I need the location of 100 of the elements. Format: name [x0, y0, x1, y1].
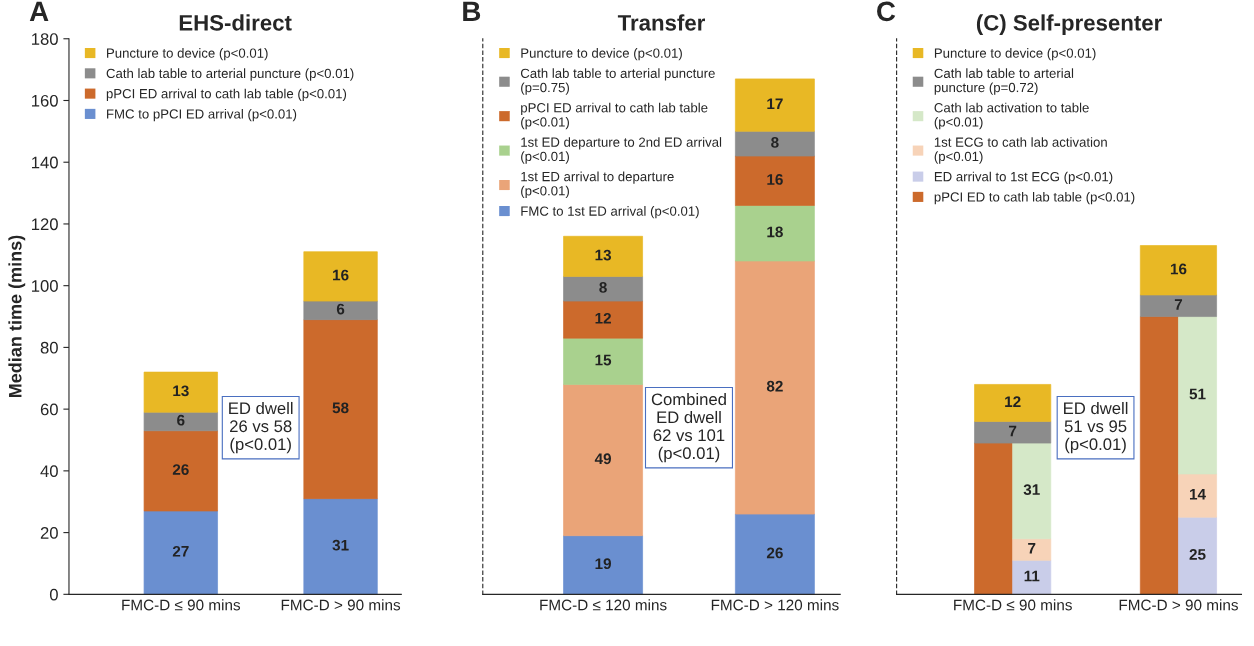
y-tick-label: 100 — [32, 280, 58, 292]
y-tick-label: 80 — [40, 341, 58, 354]
legend-label: Cath lab activation to table (p<0.01) — [934, 102, 1089, 130]
data-label: 8 — [599, 282, 607, 293]
bar — [563, 300, 643, 339]
bar — [1012, 560, 1052, 595]
y-tick-label: 40 — [40, 465, 58, 478]
bar — [1012, 442, 1052, 540]
data-label: 7 — [1174, 299, 1183, 310]
bar — [143, 371, 218, 413]
data-label: 17 — [767, 98, 783, 110]
x-tick-label: FMC-D ≤ 90 mins — [954, 599, 1072, 611]
data-label: 31 — [1023, 484, 1040, 496]
legend-label: Puncture to device (p<0.01) — [934, 48, 1096, 61]
chart-title: EHS-direct — [179, 14, 292, 31]
text: C — [877, 1, 896, 22]
data-label: 19 — [595, 558, 611, 570]
bar — [303, 251, 378, 302]
y-tick-label: 160 — [32, 94, 58, 107]
y-tick-label: 0 — [49, 588, 58, 601]
data-label: 8 — [771, 136, 779, 148]
bar — [143, 510, 218, 595]
chart-title: (C) Self-presenter — [976, 14, 1162, 36]
legend-label: Puncture to device (p<0.01) — [107, 48, 268, 61]
text: B — [463, 1, 481, 21]
data-label: 14 — [1189, 488, 1206, 500]
data-label: 31 — [332, 539, 349, 551]
y-tick-label: 60 — [40, 403, 58, 416]
data-label: 13 — [173, 385, 189, 397]
data-label: 82 — [766, 380, 783, 392]
bar — [1178, 316, 1217, 475]
legend-label: pPCI ED to cath lab table (p<0.01) — [934, 191, 1135, 205]
data-label: 6 — [177, 414, 185, 426]
bar — [563, 535, 643, 595]
bar — [1139, 245, 1217, 296]
y-tick-label: 20 — [40, 526, 58, 539]
legend-label: FMC to pPCI ED arrival (p<0.01) — [107, 108, 297, 122]
bar — [974, 384, 1052, 422]
bar — [143, 411, 218, 432]
legend-label: pPCI ED arrival to cath lab table (p<0.01) — [521, 102, 708, 130]
data-label: 12 — [1005, 396, 1021, 407]
data-label: 26 — [766, 547, 783, 559]
data-label: 16 — [767, 174, 783, 185]
data-label: 27 — [172, 545, 189, 557]
data-label: 16 — [333, 269, 349, 281]
bar — [303, 498, 378, 595]
bar — [303, 300, 378, 320]
bar — [563, 235, 643, 277]
legend-label: pPCI ED arrival to cath lab table (p<0.01) — [106, 88, 347, 101]
data-label: 12 — [595, 312, 611, 324]
data-label: 58 — [332, 402, 349, 414]
data-label: 7 — [1028, 543, 1036, 554]
y-tick-label: 180 — [32, 33, 58, 45]
bar — [974, 421, 1052, 444]
bar — [1178, 516, 1217, 595]
annotation: ED dwell 51 vs 95 (p<0.01) — [1064, 401, 1128, 454]
bar — [735, 78, 815, 132]
bar — [735, 131, 815, 157]
legend-label: 1st ECG to cath lab activation (p<0.01) — [934, 137, 1107, 164]
annotation: ED dwell 26 vs 58 (p<0.01) — [229, 401, 293, 454]
data-label: 15 — [595, 354, 612, 366]
x-tick-label: FMC-D > 90 mins — [281, 599, 401, 611]
y-tick-label: 140 — [32, 156, 58, 169]
legend-label: FMC to 1st ED arrival (p<0.01) — [521, 206, 699, 219]
data-label: 26 — [172, 464, 189, 475]
bar — [735, 155, 815, 206]
data-label: 13 — [595, 249, 612, 261]
data-label: 18 — [767, 226, 783, 238]
data-label: 16 — [1170, 263, 1187, 275]
bar — [303, 319, 378, 499]
annotation: Combined ED dwell 62 vs 101 (p<0.01) — [651, 392, 726, 463]
y-tick-label: 120 — [32, 218, 58, 231]
legend-label: Cath lab table to arterial puncture (p<0.01) — [106, 68, 354, 81]
y-axis-title: Median time (mins) — [8, 235, 26, 398]
x-tick-label: FMC-D > 120 mins — [711, 599, 839, 611]
legend-label: Puncture to device (p<0.01) — [521, 48, 682, 61]
data-label: 6 — [336, 303, 345, 315]
x-tick-label: FMC-D > 90 mins — [1119, 599, 1238, 611]
bar — [563, 276, 643, 302]
legend-label: 1st ED arrival to departure (p<0.01) — [521, 171, 674, 199]
bar — [1178, 473, 1217, 518]
text: A — [29, 1, 49, 21]
legend-label: Cath lab table to arterial puncture (p=0.72) — [934, 68, 1074, 95]
chart-title: Transfer — [617, 14, 705, 31]
data-label: 11 — [1024, 570, 1040, 582]
legend-label: Cath lab table to arterial puncture (p=0.75) — [520, 68, 715, 95]
data-label: 51 — [1189, 388, 1206, 400]
bar — [143, 430, 218, 512]
bar — [1139, 316, 1179, 595]
bar — [1012, 538, 1052, 561]
legend-label: 1st ED departure to 2nd ED arrival (p<0.01) — [521, 137, 722, 164]
data-label: 7 — [1009, 425, 1017, 437]
bar — [735, 260, 815, 515]
legend-label: ED arrival to 1st ECG (p<0.01) — [934, 171, 1113, 184]
data-label: 25 — [1189, 549, 1206, 560]
bar — [1139, 294, 1217, 317]
x-tick-label: FMC-D ≤ 90 mins — [122, 599, 241, 611]
bar — [974, 442, 1014, 595]
x-tick-label: FMC-D ≤ 120 mins — [540, 599, 667, 611]
data-label: 49 — [594, 453, 611, 465]
